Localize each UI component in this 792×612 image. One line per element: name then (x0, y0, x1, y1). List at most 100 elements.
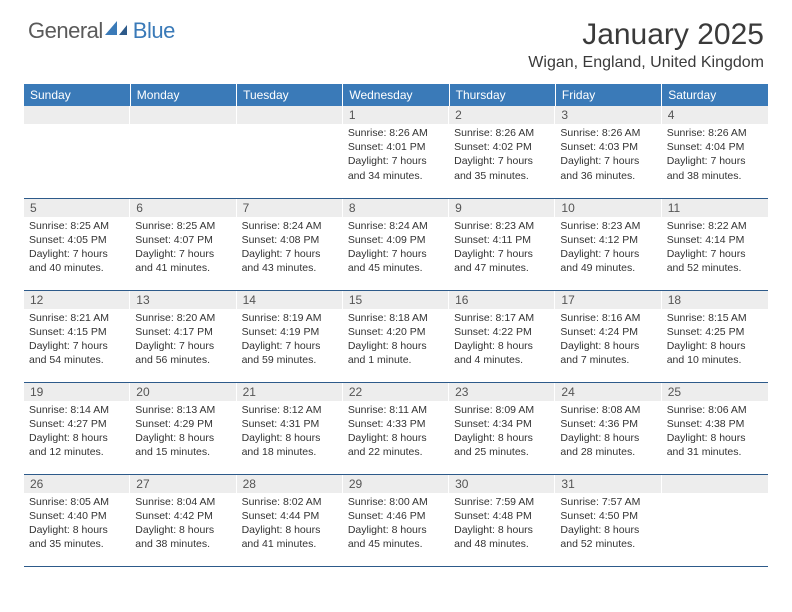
day-detail-line: Sunset: 4:29 PM (135, 417, 231, 431)
day-detail-line: and 34 minutes. (348, 169, 444, 183)
day-number: 15 (343, 291, 449, 309)
weekday-header: Monday (130, 84, 236, 106)
day-detail-line: Sunset: 4:12 PM (560, 233, 656, 247)
day-detail-line: Sunset: 4:09 PM (348, 233, 444, 247)
weekday-header: Friday (555, 84, 661, 106)
calendar-day-cell: 14Sunrise: 8:19 AMSunset: 4:19 PMDayligh… (237, 290, 343, 382)
day-detail-line: and 43 minutes. (242, 261, 338, 275)
day-details: Sunrise: 8:06 AMSunset: 4:38 PMDaylight:… (662, 401, 768, 464)
day-details: Sunrise: 8:18 AMSunset: 4:20 PMDaylight:… (343, 309, 449, 372)
day-detail-line: Sunrise: 8:16 AM (560, 311, 656, 325)
day-detail-line: Sunset: 4:22 PM (454, 325, 550, 339)
day-detail-line: Sunset: 4:20 PM (348, 325, 444, 339)
day-detail-line: Sunset: 4:48 PM (454, 509, 550, 523)
day-detail-line: Daylight: 7 hours (560, 247, 656, 261)
day-detail-line: Sunrise: 8:11 AM (348, 403, 444, 417)
day-details: Sunrise: 8:26 AMSunset: 4:01 PMDaylight:… (343, 124, 449, 187)
day-detail-line: Daylight: 8 hours (454, 523, 550, 537)
day-number: 31 (555, 475, 661, 493)
day-detail-line: Daylight: 8 hours (560, 523, 656, 537)
day-detail-line: and 40 minutes. (29, 261, 125, 275)
day-detail-line: Sunset: 4:36 PM (560, 417, 656, 431)
day-number: 3 (555, 106, 661, 124)
calendar-day-cell: 21Sunrise: 8:12 AMSunset: 4:31 PMDayligh… (237, 382, 343, 474)
day-detail-line: Daylight: 7 hours (29, 247, 125, 261)
calendar-day-cell: 18Sunrise: 8:15 AMSunset: 4:25 PMDayligh… (662, 290, 768, 382)
day-number: 19 (24, 383, 130, 401)
day-detail-line: and 38 minutes. (135, 537, 231, 551)
day-detail-line: Daylight: 8 hours (560, 431, 656, 445)
calendar-body: 1Sunrise: 8:26 AMSunset: 4:01 PMDaylight… (24, 106, 768, 566)
day-details: Sunrise: 8:25 AMSunset: 4:05 PMDaylight:… (24, 217, 130, 280)
day-detail-line: Sunrise: 8:26 AM (667, 126, 763, 140)
day-details: Sunrise: 8:02 AMSunset: 4:44 PMDaylight:… (237, 493, 343, 556)
logo-sail-icon (103, 19, 131, 37)
calendar-week-row: 5Sunrise: 8:25 AMSunset: 4:05 PMDaylight… (24, 198, 768, 290)
day-detail-line: Daylight: 7 hours (667, 247, 763, 261)
day-number: 26 (24, 475, 130, 493)
day-detail-line: Daylight: 8 hours (242, 523, 338, 537)
day-number: 2 (449, 106, 555, 124)
day-detail-line: Sunset: 4:34 PM (454, 417, 550, 431)
day-number: 18 (662, 291, 768, 309)
day-detail-line: Sunrise: 8:06 AM (667, 403, 763, 417)
day-detail-line: Sunrise: 8:05 AM (29, 495, 125, 509)
day-detail-line: Daylight: 8 hours (242, 431, 338, 445)
day-details: Sunrise: 8:24 AMSunset: 4:09 PMDaylight:… (343, 217, 449, 280)
day-number (662, 475, 768, 493)
day-detail-line: Sunset: 4:33 PM (348, 417, 444, 431)
day-detail-line: and 35 minutes. (29, 537, 125, 551)
header: General Blue January 2025 Wigan, England… (0, 0, 792, 76)
day-detail-line: and 38 minutes. (667, 169, 763, 183)
day-details: Sunrise: 8:23 AMSunset: 4:11 PMDaylight:… (449, 217, 555, 280)
calendar-day-cell (130, 106, 236, 198)
day-detail-line: Sunrise: 8:23 AM (560, 219, 656, 233)
day-number: 27 (130, 475, 236, 493)
day-details: Sunrise: 8:00 AMSunset: 4:46 PMDaylight:… (343, 493, 449, 556)
day-number: 13 (130, 291, 236, 309)
day-detail-line: Sunset: 4:25 PM (667, 325, 763, 339)
day-detail-line: Sunrise: 8:08 AM (560, 403, 656, 417)
calendar-day-cell: 7Sunrise: 8:24 AMSunset: 4:08 PMDaylight… (237, 198, 343, 290)
day-detail-line: Daylight: 8 hours (667, 339, 763, 353)
day-detail-line: Daylight: 8 hours (135, 431, 231, 445)
day-detail-line: Daylight: 8 hours (454, 431, 550, 445)
day-detail-line: Sunset: 4:07 PM (135, 233, 231, 247)
weekday-header: Tuesday (237, 84, 343, 106)
day-detail-line: Sunset: 4:04 PM (667, 140, 763, 154)
day-detail-line: and 45 minutes. (348, 537, 444, 551)
day-detail-line: Sunset: 4:14 PM (667, 233, 763, 247)
calendar-day-cell: 12Sunrise: 8:21 AMSunset: 4:15 PMDayligh… (24, 290, 130, 382)
day-detail-line: Sunrise: 8:14 AM (29, 403, 125, 417)
calendar-day-cell: 19Sunrise: 8:14 AMSunset: 4:27 PMDayligh… (24, 382, 130, 474)
day-detail-line: Sunrise: 8:09 AM (454, 403, 550, 417)
day-details: Sunrise: 8:05 AMSunset: 4:40 PMDaylight:… (24, 493, 130, 556)
day-detail-line: and 41 minutes. (242, 537, 338, 551)
day-detail-line: Daylight: 8 hours (560, 339, 656, 353)
calendar-day-cell: 15Sunrise: 8:18 AMSunset: 4:20 PMDayligh… (343, 290, 449, 382)
day-detail-line: Daylight: 7 hours (454, 247, 550, 261)
day-detail-line: Sunrise: 8:13 AM (135, 403, 231, 417)
calendar-day-cell: 16Sunrise: 8:17 AMSunset: 4:22 PMDayligh… (449, 290, 555, 382)
day-detail-line: Sunrise: 8:25 AM (135, 219, 231, 233)
day-detail-line: and 49 minutes. (560, 261, 656, 275)
day-details: Sunrise: 8:08 AMSunset: 4:36 PMDaylight:… (555, 401, 661, 464)
day-number: 8 (343, 199, 449, 217)
day-number (24, 106, 130, 124)
day-detail-line: Sunrise: 8:02 AM (242, 495, 338, 509)
day-details: Sunrise: 8:15 AMSunset: 4:25 PMDaylight:… (662, 309, 768, 372)
day-details: Sunrise: 7:59 AMSunset: 4:48 PMDaylight:… (449, 493, 555, 556)
day-detail-line: Sunset: 4:01 PM (348, 140, 444, 154)
day-detail-line: and 45 minutes. (348, 261, 444, 275)
calendar-day-cell: 22Sunrise: 8:11 AMSunset: 4:33 PMDayligh… (343, 382, 449, 474)
day-detail-line: Sunset: 4:02 PM (454, 140, 550, 154)
day-detail-line: Sunset: 4:03 PM (560, 140, 656, 154)
title-block: January 2025 Wigan, England, United King… (528, 18, 764, 72)
day-details (237, 124, 343, 184)
day-detail-line: and 35 minutes. (454, 169, 550, 183)
day-number: 24 (555, 383, 661, 401)
day-details: Sunrise: 8:11 AMSunset: 4:33 PMDaylight:… (343, 401, 449, 464)
day-detail-line: Daylight: 7 hours (454, 154, 550, 168)
day-number: 1 (343, 106, 449, 124)
calendar-day-cell: 31Sunrise: 7:57 AMSunset: 4:50 PMDayligh… (555, 474, 661, 566)
